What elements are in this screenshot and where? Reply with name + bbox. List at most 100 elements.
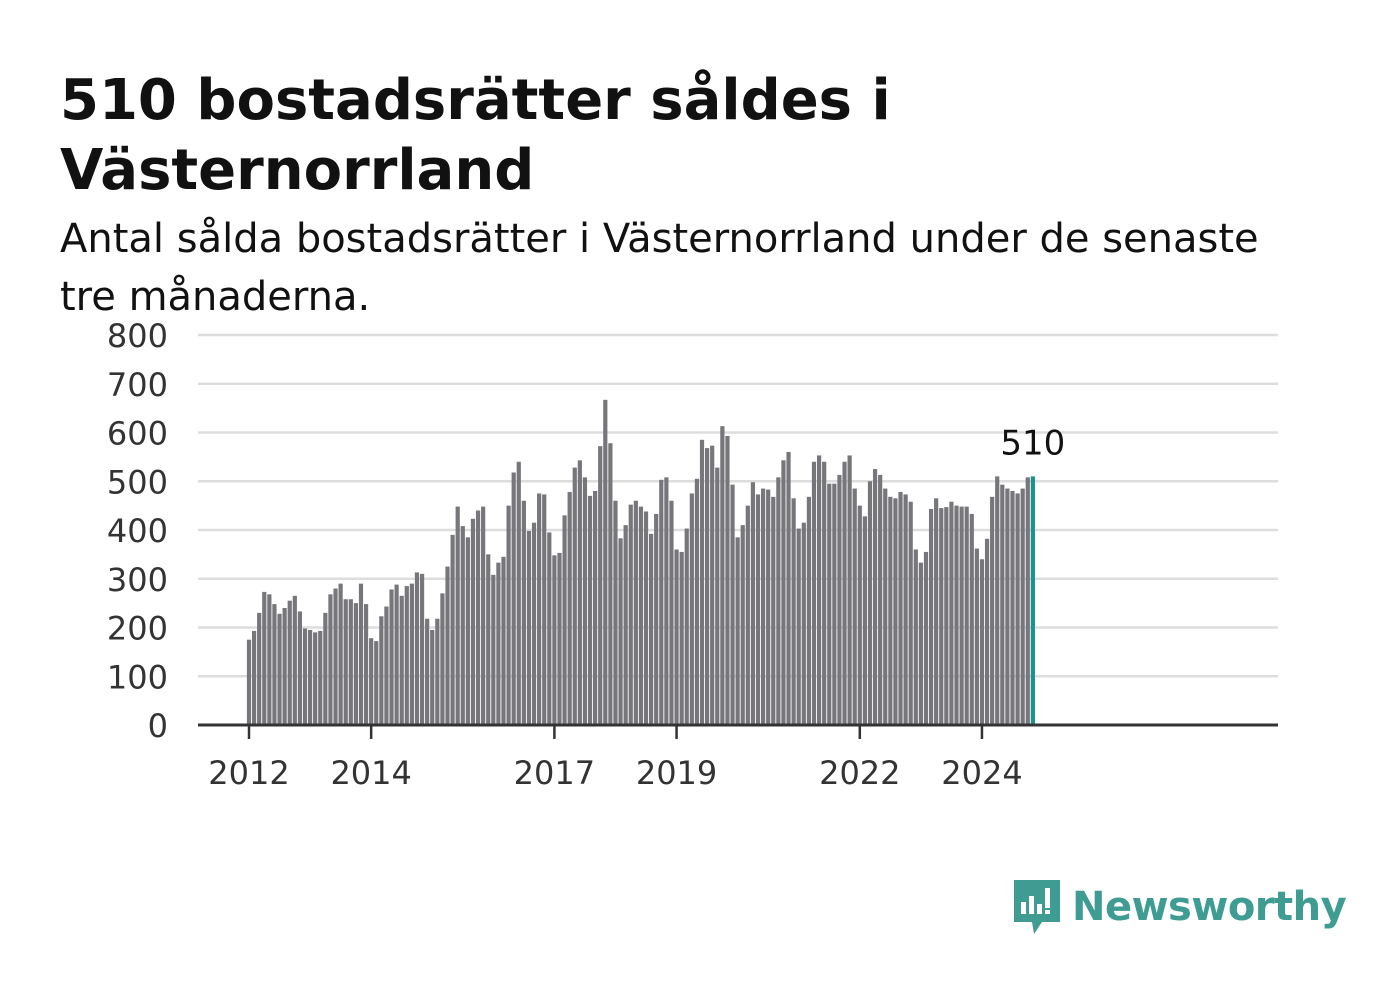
y-tick-label: 200 — [107, 610, 168, 648]
bar — [776, 477, 781, 725]
bar — [699, 439, 705, 725]
bar — [939, 508, 944, 725]
bar — [649, 533, 654, 725]
bar — [251, 630, 257, 725]
bar — [1010, 491, 1015, 725]
bar — [521, 500, 526, 725]
bar — [781, 460, 786, 725]
bar — [832, 483, 837, 725]
x-tick-label: 2024 — [941, 754, 1022, 792]
bar — [348, 599, 353, 725]
bar — [694, 478, 700, 725]
y-tick-label: 700 — [107, 366, 168, 404]
bar — [888, 496, 893, 725]
y-tick-label: 0 — [148, 707, 168, 745]
bar — [964, 506, 969, 725]
bar — [486, 554, 491, 725]
bar — [496, 562, 501, 725]
bar — [409, 583, 414, 725]
bar — [979, 559, 985, 725]
bar — [613, 500, 618, 725]
bar — [358, 583, 364, 725]
bar — [674, 549, 679, 725]
bar — [353, 603, 358, 725]
bar — [654, 513, 659, 725]
bar — [801, 522, 806, 725]
bar — [623, 525, 628, 725]
x-axis: 2012 2014 2017 2019 2022 2024 — [198, 723, 1278, 792]
bar — [333, 588, 338, 725]
bar — [257, 612, 262, 725]
bar — [923, 551, 929, 725]
bar — [567, 491, 572, 725]
bar — [643, 511, 649, 725]
bar — [755, 494, 761, 725]
bar — [1020, 488, 1025, 725]
y-tick-label: 600 — [107, 415, 168, 453]
bar — [806, 496, 811, 725]
bar — [745, 505, 750, 725]
bar — [974, 548, 979, 725]
bar — [593, 491, 598, 725]
bar — [292, 595, 297, 725]
bar — [511, 472, 516, 725]
bar — [750, 482, 756, 725]
bar — [725, 435, 730, 725]
bar — [771, 496, 776, 725]
bar — [852, 488, 857, 725]
bar — [475, 510, 481, 725]
bar — [908, 501, 913, 725]
bar — [715, 467, 720, 725]
bar — [760, 488, 766, 725]
chart-title: 510 bostadsrätter såldes i Västernorrlan… — [60, 68, 891, 203]
x-tick-label: 2022 — [819, 754, 900, 792]
bar — [246, 639, 252, 725]
bar — [862, 516, 867, 725]
bar — [898, 491, 903, 725]
bar — [282, 608, 287, 725]
bar — [872, 469, 878, 725]
x-tick-label: 2012 — [208, 754, 289, 792]
bar — [954, 505, 959, 725]
bar — [501, 556, 506, 725]
bar — [542, 494, 547, 725]
x-tick-label: 2014 — [330, 754, 411, 792]
bar — [267, 594, 272, 725]
x-tick-label: 2017 — [514, 754, 595, 792]
bar — [526, 530, 532, 725]
bar — [425, 618, 430, 725]
bar — [587, 495, 593, 725]
bar — [338, 583, 343, 725]
bar — [786, 452, 791, 725]
bar — [628, 504, 633, 725]
bar — [506, 505, 511, 725]
bar — [562, 515, 567, 725]
y-tick-label: 400 — [107, 512, 168, 550]
x-tick-label: 2019 — [636, 754, 717, 792]
bar — [633, 500, 638, 725]
bar — [664, 477, 669, 725]
y-axis: 0 100 200 300 400 500 600 700 800 — [107, 317, 168, 745]
bar — [369, 638, 374, 725]
bar — [343, 599, 348, 725]
bar — [582, 477, 588, 725]
bar — [363, 604, 369, 725]
bar — [816, 455, 822, 725]
bar — [796, 528, 801, 725]
bar — [307, 629, 313, 725]
bar — [878, 474, 883, 725]
bar — [837, 474, 842, 725]
bar — [399, 595, 404, 725]
y-tick-label: 300 — [107, 561, 168, 599]
bar — [297, 611, 302, 725]
chart-subtitle: Antal sålda bostadsrätter i Västernorrla… — [60, 216, 1259, 320]
bar — [577, 460, 582, 725]
bar — [440, 593, 445, 725]
bar — [684, 528, 689, 725]
bar — [318, 630, 323, 725]
bar — [374, 641, 379, 725]
y-tick-label: 100 — [107, 658, 168, 696]
bar — [822, 461, 827, 725]
bar — [460, 526, 465, 725]
